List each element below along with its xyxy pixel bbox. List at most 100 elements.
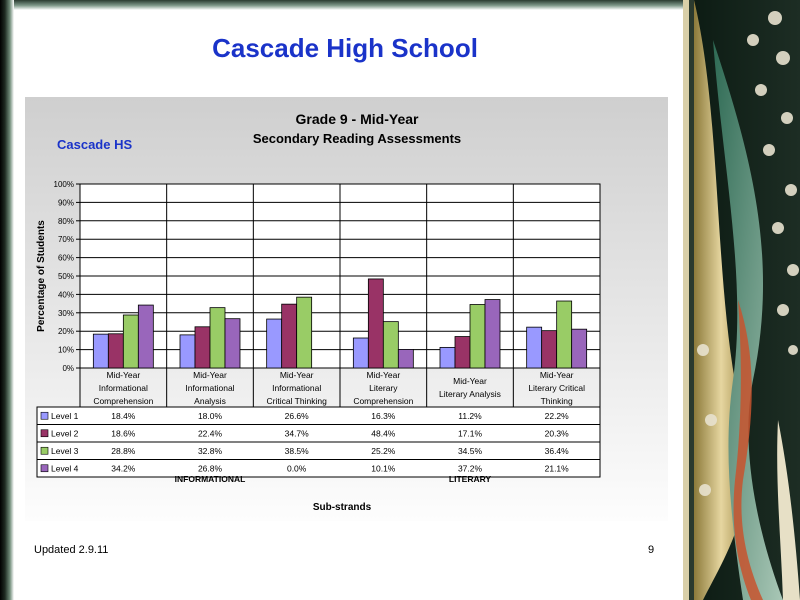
category-label-line: Mid-Year (193, 370, 227, 380)
category-label-line: Mid-Year (280, 370, 314, 380)
x-axis-label: Sub-strands (313, 502, 372, 513)
bar-level-3 (556, 300, 573, 369)
bar-level-3 (296, 296, 313, 369)
bar-level-3 (209, 307, 226, 369)
slide-left-border (0, 0, 14, 600)
bar-level-1 (92, 333, 109, 369)
bar-level-2 (194, 326, 211, 369)
y-tick-label: 10% (58, 346, 74, 355)
table-value: 18.6% (111, 428, 136, 438)
category-label-line: Informational (99, 383, 148, 393)
bar-level-2 (107, 333, 124, 369)
bar-level-4 (137, 304, 154, 369)
y-tick-label: 50% (58, 272, 74, 281)
table-value: 20.3% (545, 428, 570, 438)
bar-level-3 (382, 321, 399, 369)
bar-level-2 (281, 303, 298, 369)
updated-date: Updated 2.9.11 (34, 544, 109, 556)
legend-swatch (40, 411, 49, 420)
slide-title: Cascade High School (212, 33, 478, 63)
bar-chart: Grade 9 - Mid-Year Secondary Reading Asse… (25, 97, 668, 521)
category-label: Mid-Year Literary Critical Thinking (528, 370, 585, 406)
bar-level-1 (352, 337, 369, 369)
category-label-line: Informational (272, 383, 321, 393)
legend-swatch (40, 429, 49, 438)
category-label-line: Literary Critical (528, 383, 585, 393)
legend-swatch (40, 464, 49, 473)
bar-level-1 (439, 346, 456, 369)
y-tick-label: 80% (58, 217, 74, 226)
y-axis-label: Percentage of Students (36, 220, 47, 332)
bar-level-4 (571, 328, 588, 369)
category-label-line: Mid-Year (106, 370, 140, 380)
table-value: 25.2% (371, 446, 396, 456)
bar-level-2 (454, 336, 471, 369)
table-value: 34.2% (111, 463, 136, 473)
bar-level-1 (179, 334, 196, 369)
category-label-line: Mid-Year (453, 376, 487, 386)
category-label-line: Comprehension (93, 396, 153, 406)
table-value: 26.6% (285, 411, 310, 421)
table-value: 37.2% (458, 463, 483, 473)
legend-label: Level 2 (51, 428, 79, 438)
decorative-kimono-panel (683, 0, 800, 600)
bar-level-2 (367, 278, 384, 369)
table-value: 11.2% (458, 411, 482, 421)
category-label: Mid-Year Informational Comprehension (93, 370, 153, 406)
y-tick-label: 20% (58, 327, 74, 336)
category-label-line: Informational (185, 383, 234, 393)
table-value: 32.8% (198, 446, 223, 456)
table-value: 26.8% (198, 463, 223, 473)
category-label-line: Mid-Year (366, 370, 400, 380)
category-label: Mid-Year Literary Comprehension (353, 370, 413, 406)
chart-subtitle: Secondary Reading Assessments (253, 131, 461, 146)
y-tick-label: 0% (62, 364, 74, 373)
y-tick-label: 60% (58, 254, 74, 263)
page-number: 9 (648, 544, 655, 556)
table-value: 16.3% (371, 411, 396, 421)
category-label: Mid-Year Literary Analysis (439, 376, 501, 399)
y-tick-label: 70% (58, 235, 74, 244)
slide-top-border (0, 0, 690, 10)
school-label: Cascade HS (57, 137, 132, 152)
table-value: 17.1% (458, 428, 483, 438)
legend-label: Level 3 (51, 446, 79, 456)
bar-level-4 (397, 349, 414, 369)
legend-label: Level 4 (51, 463, 79, 473)
category-label: Mid-Year Informational Critical Thinking (267, 370, 328, 406)
category-label-line: Analysis (194, 396, 226, 406)
table-value: 0.0% (287, 463, 307, 473)
y-tick-label: 100% (54, 180, 74, 189)
group-label: INFORMATIONAL (175, 474, 246, 484)
category-label-line: Thinking (541, 396, 573, 406)
table-value: 22.2% (545, 411, 570, 421)
category-label-line: Literary Analysis (439, 389, 501, 399)
table-value: 10.1% (371, 463, 396, 473)
table-value: 18.4% (111, 411, 136, 421)
table-value: 28.8% (111, 446, 136, 456)
bar-level-3 (122, 314, 139, 369)
bar-level-1 (266, 318, 283, 369)
category-label-line: Literary (369, 383, 398, 393)
table-value: 34.7% (285, 428, 310, 438)
category-label-line: Comprehension (353, 396, 413, 406)
y-tick-label: 90% (58, 198, 74, 207)
group-label: LITERARY (449, 474, 492, 484)
legend-swatch (40, 446, 49, 455)
table-value: 38.5% (285, 446, 310, 456)
table-value: 34.5% (458, 446, 483, 456)
category-label-line: Critical Thinking (267, 396, 328, 406)
table-value: 18.0% (198, 411, 223, 421)
bar-level-2 (541, 330, 558, 369)
table-value: 21.1% (545, 463, 570, 473)
category-label-line: Mid-Year (540, 370, 574, 380)
legend-label: Level 1 (51, 411, 79, 421)
bar-level-1 (526, 326, 543, 369)
table-value: 36.4% (545, 446, 570, 456)
y-tick-label: 30% (58, 309, 74, 318)
bar-level-4 (484, 299, 501, 369)
category-label: Mid-Year Informational Analysis (185, 370, 234, 406)
bar-level-3 (469, 304, 486, 369)
bar-level-4 (224, 318, 241, 369)
